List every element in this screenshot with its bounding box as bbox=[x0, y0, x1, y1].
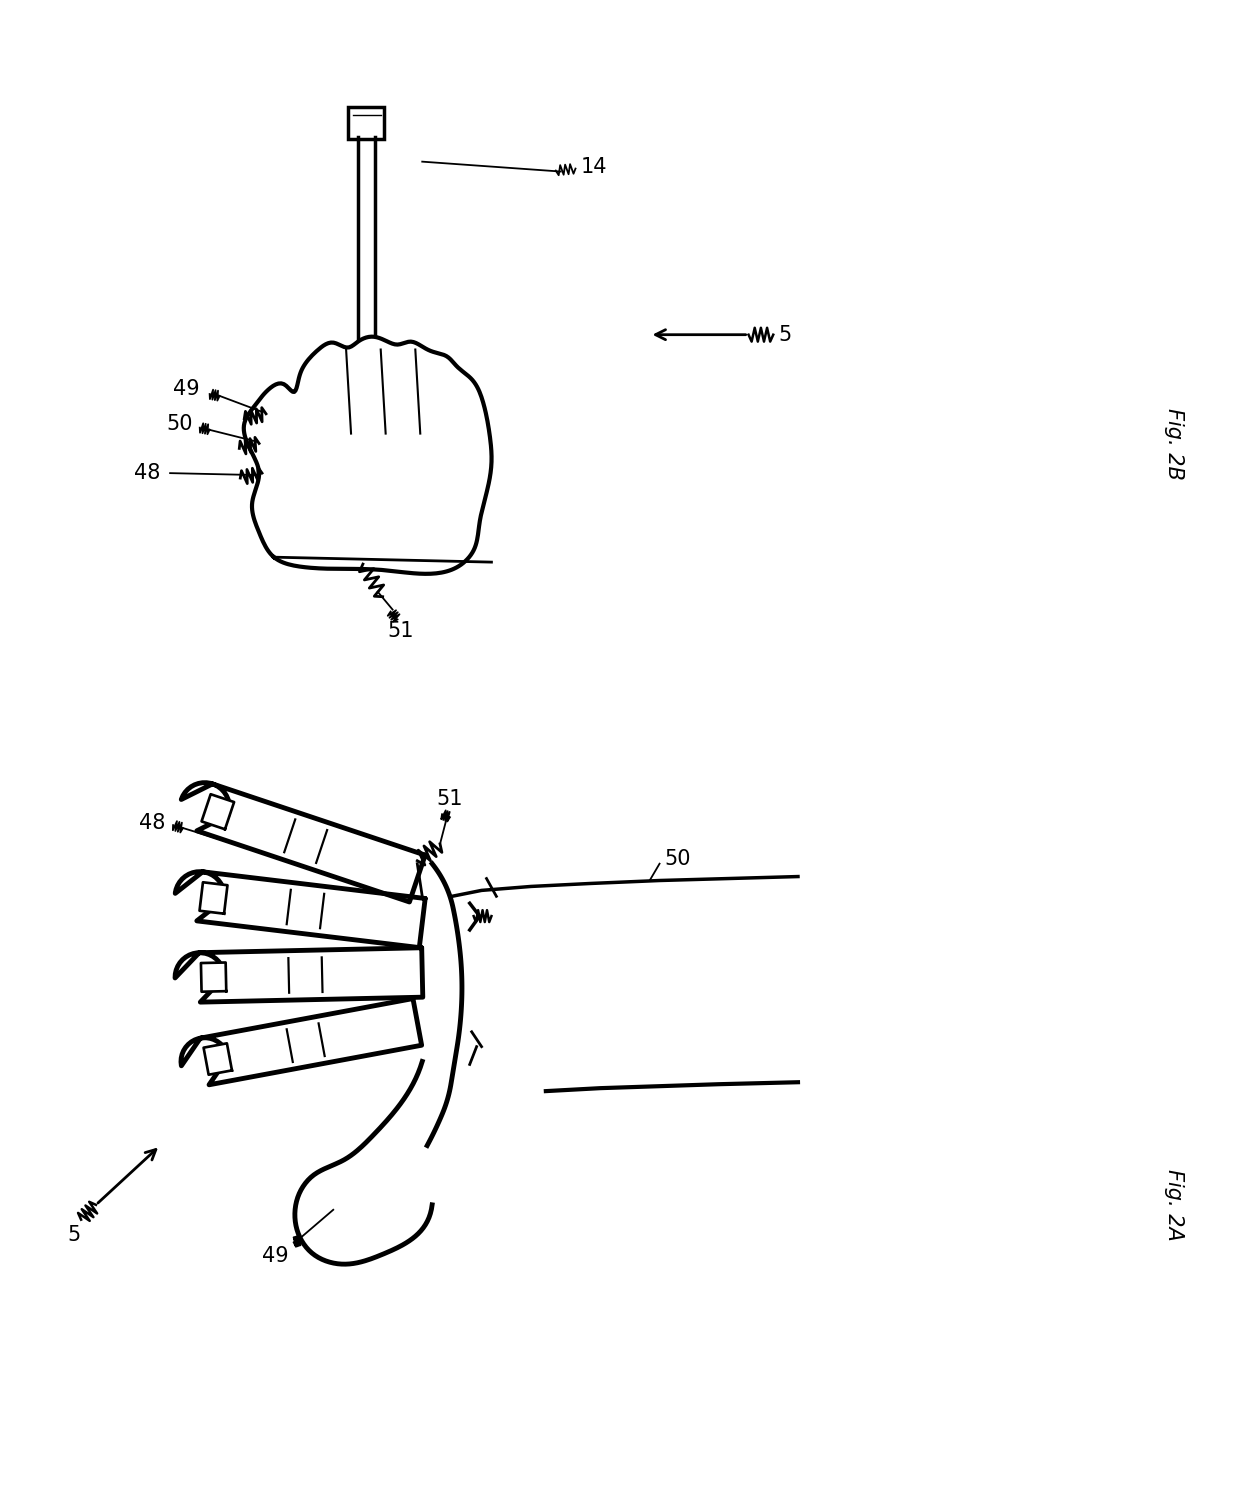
Text: 48: 48 bbox=[134, 463, 160, 484]
Polygon shape bbox=[181, 782, 425, 902]
Polygon shape bbox=[200, 882, 227, 914]
Text: 5: 5 bbox=[779, 325, 791, 345]
Text: 5: 5 bbox=[67, 1224, 81, 1245]
Text: 49: 49 bbox=[174, 379, 200, 398]
Polygon shape bbox=[203, 1043, 232, 1074]
Text: 49: 49 bbox=[262, 1246, 289, 1266]
Text: Fig. 2B: Fig. 2B bbox=[1163, 407, 1184, 479]
Text: 48: 48 bbox=[139, 813, 165, 833]
Polygon shape bbox=[175, 948, 423, 1002]
Text: 51: 51 bbox=[387, 622, 414, 641]
Polygon shape bbox=[181, 999, 422, 1085]
Text: 50: 50 bbox=[665, 849, 691, 869]
Text: 14: 14 bbox=[580, 157, 606, 177]
Polygon shape bbox=[175, 872, 425, 948]
Polygon shape bbox=[201, 963, 226, 992]
Bar bbox=[348, 108, 383, 139]
Text: Fig. 2A: Fig. 2A bbox=[1163, 1168, 1184, 1240]
Polygon shape bbox=[202, 794, 234, 830]
Text: 50: 50 bbox=[166, 413, 193, 434]
Polygon shape bbox=[244, 337, 491, 574]
Text: 51: 51 bbox=[436, 789, 464, 809]
